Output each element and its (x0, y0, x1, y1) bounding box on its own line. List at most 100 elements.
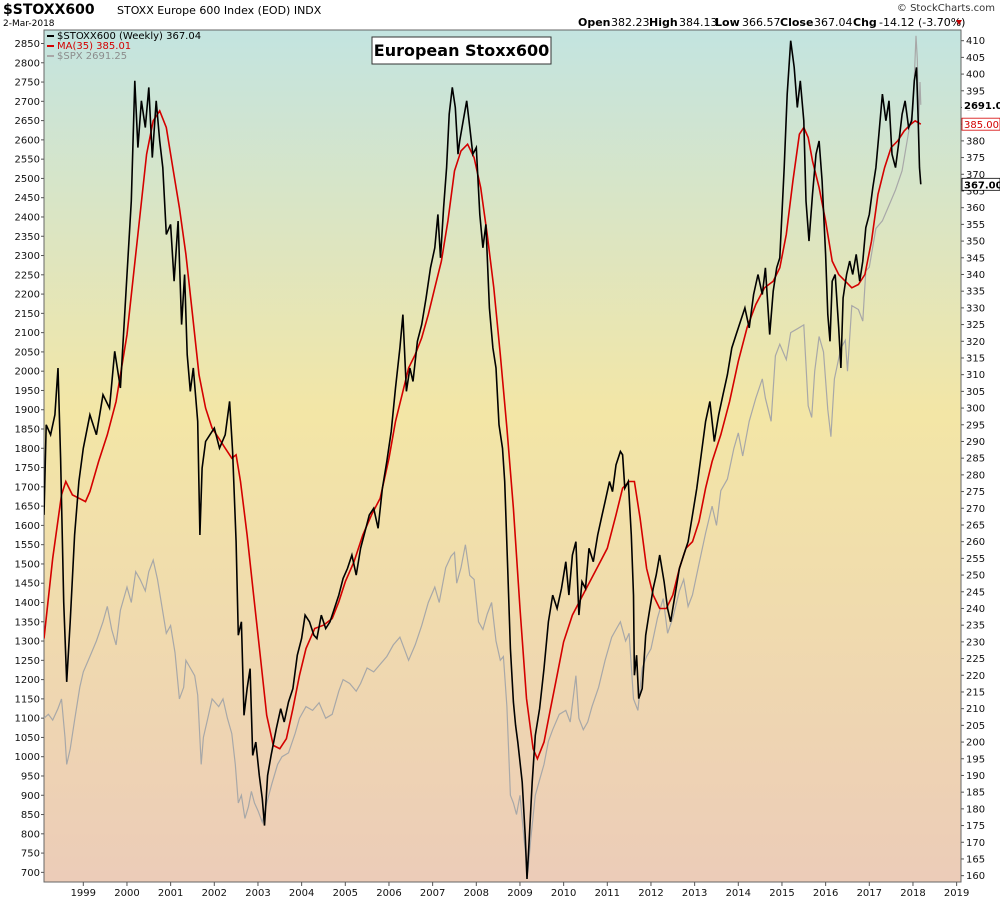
left-axis-tick-label: 2750 (15, 78, 40, 89)
left-axis-tick-label: 1050 (15, 733, 40, 744)
x-axis-tick-label: 2016 (813, 888, 838, 899)
x-axis-tick-label: 2019 (944, 888, 969, 899)
x-axis-tick-label: 1999 (71, 888, 96, 899)
left-axis-tick-label: 1850 (15, 425, 40, 436)
low-value: 366.57 (742, 16, 781, 29)
right-axis-tick-label: 270 (966, 504, 985, 515)
right-axis-tick-label: 210 (966, 704, 985, 715)
right-axis-tick-label: 285 (966, 454, 985, 465)
x-axis-tick-label: 2005 (333, 888, 358, 899)
right-axis-tick-label: 180 (966, 804, 985, 815)
spx-series-line (44, 35, 922, 873)
left-axis-tick-label: 1950 (15, 386, 40, 397)
x-axis-tick-label: 2013 (682, 888, 707, 899)
right-axis-tick-label: 290 (966, 437, 985, 448)
left-axis-tick-label: 2250 (15, 270, 40, 281)
x-axis-tick-label: 2015 (769, 888, 794, 899)
right-axis-tick-label: 190 (966, 771, 985, 782)
left-axis-tick-label: 750 (21, 849, 40, 860)
right-axis-tick-label: 220 (966, 671, 985, 682)
right-axis-tick-label: 255 (966, 554, 985, 565)
chg-value: -14.12 (-3.70%) (879, 16, 965, 29)
left-axis-tick-label: 1650 (15, 502, 40, 513)
ma35-series-line (44, 109, 922, 761)
x-axis-tick-label: 2007 (420, 888, 445, 899)
x-axis: 1999 2000 2001 2002 2003 2004 2005 2006 2007 2008… (71, 882, 969, 899)
right-axis-tick-label: 170 (966, 838, 985, 849)
left-axis-tick-label: 2300 (15, 251, 40, 262)
left-axis-tick-label: 1550 (15, 540, 40, 551)
right-axis-tick-label: 335 (966, 287, 985, 298)
left-axis-tick-label: 2100 (15, 328, 40, 339)
ma-last-tag: 385.00 (964, 120, 999, 131)
left-axis-tick-label: 1100 (15, 714, 40, 725)
x-axis-tick-label: 2017 (857, 888, 882, 899)
left-axis-tick-label: 2600 (15, 135, 40, 146)
left-axis-tick-label: 1800 (15, 444, 40, 455)
right-axis-tick-label: 320 (966, 337, 985, 348)
left-axis-tick-label: 1350 (15, 617, 40, 628)
left-axis-tick-label: 900 (21, 791, 40, 802)
left-axis-tick-label: 2200 (15, 290, 40, 301)
right-axis-tick-label: 160 (966, 871, 985, 882)
right-axis-tick-label: 260 (966, 537, 985, 548)
x-axis-tick-label: 2014 (726, 888, 751, 899)
left-axis-tick-label: 800 (21, 829, 40, 840)
right-axis-tick-label: 205 (966, 721, 985, 732)
x-axis-tick-label: 2009 (507, 888, 532, 899)
left-axis-tick-label: 1600 (15, 521, 40, 532)
right-axis: 160 165 170 175 180 185 190 195 200 205 210 215 220 2… (961, 36, 985, 882)
legend-entry-spx: $SPX 2691.25 (57, 51, 127, 62)
spx-last-tag: 2691.00 (964, 101, 1000, 112)
right-axis-tick-label: 355 (966, 220, 985, 231)
right-axis-tick-label: 250 (966, 571, 985, 582)
chart-date: 2-Mar-2018 (3, 19, 55, 29)
right-axis-tick-label: 400 (966, 70, 985, 81)
right-axis-tick-label: 350 (966, 237, 985, 248)
left-axis-tick-label: 1450 (15, 579, 40, 590)
chart-description: STOXX Europe 600 Index (EOD) INDX (117, 4, 322, 17)
left-axis-tick-label: 1400 (15, 598, 40, 609)
right-axis-tick-label: 200 (966, 738, 985, 749)
x-axis-tick-label: 2008 (464, 888, 489, 899)
right-axis-tick-label: 305 (966, 387, 985, 398)
legend-entry-ma: MA(35) 385.01 (57, 41, 131, 52)
left-axis-tick-label: 1150 (15, 694, 40, 705)
right-axis-tick-label: 300 (966, 404, 985, 415)
left-axis-tick-label: 2450 (15, 193, 40, 204)
left-axis-tick-label: 700 (21, 868, 40, 879)
left-axis-tick-label: 2500 (15, 174, 40, 185)
right-axis-tick-label: 405 (966, 53, 985, 64)
left-axis-tick-label: 1700 (15, 482, 40, 493)
right-axis-tick-label: 325 (966, 320, 985, 331)
chg-label: Chg (853, 16, 877, 29)
left-axis-tick-label: 2150 (15, 309, 40, 320)
right-axis-tick-label: 375 (966, 153, 985, 164)
x-axis-tick-label: 2002 (202, 888, 227, 899)
right-axis-tick-label: 360 (966, 203, 985, 214)
high-label: High (649, 16, 678, 29)
right-axis-tick-label: 365 (966, 186, 985, 197)
left-axis-tick-label: 2650 (15, 116, 40, 127)
x-axis-tick-label: 2012 (638, 888, 663, 899)
down-arrow-icon (956, 20, 962, 25)
ohlc-readout: Open 382.23 High 384.13 Low 366.57 Close… (578, 16, 965, 29)
left-axis-tick-label: 1300 (15, 637, 40, 648)
low-label: Low (715, 16, 740, 29)
right-axis-tick-label: 185 (966, 788, 985, 799)
legend-entry-stoxx: $STOXX600 (Weekly) 367.04 (57, 31, 201, 42)
x-axis-tick-label: 2006 (376, 888, 401, 899)
right-axis-tick-label: 315 (966, 353, 985, 364)
x-axis-tick-label: 2011 (595, 888, 620, 899)
right-axis-tick-label: 230 (966, 637, 985, 648)
left-axis-tick-label: 2350 (15, 232, 40, 243)
left-axis-tick-label: 1200 (15, 675, 40, 686)
x-axis-tick-label: 2010 (551, 888, 576, 899)
right-axis-tick-label: 235 (966, 621, 985, 632)
left-axis-tick-label: 2800 (15, 58, 40, 69)
left-axis-tick-label: 1250 (15, 656, 40, 667)
close-value: 367.04 (814, 16, 853, 29)
stoxx600-series-line (44, 40, 922, 880)
left-axis-tick-label: 850 (21, 810, 40, 821)
open-label: Open (578, 16, 611, 29)
